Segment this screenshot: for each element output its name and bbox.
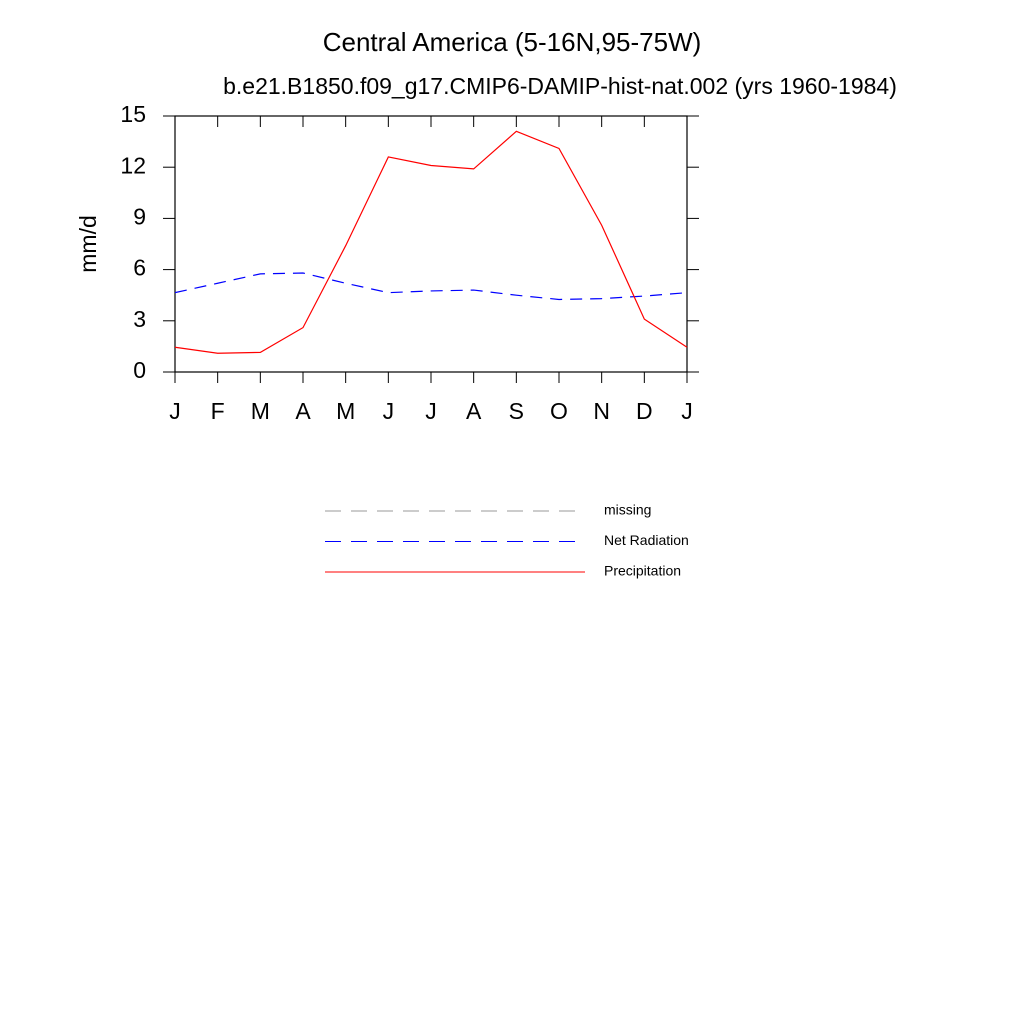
x-tick-label: J (383, 398, 395, 424)
x-tick-label: J (425, 398, 437, 424)
x-tick-label: J (169, 398, 181, 424)
chart-title: Central America (5-16N,95-75W) (323, 27, 702, 57)
legend-label: Precipitation (604, 563, 681, 579)
x-tick-label: J (681, 398, 693, 424)
x-tick-label: N (593, 398, 610, 424)
series-line (174, 272, 688, 301)
x-tick-label: A (466, 398, 482, 424)
chart-subtitle: b.e21.B1850.f09_g17.CMIP6-DAMIP-hist-nat… (223, 73, 897, 99)
y-tick-label: 0 (133, 357, 146, 383)
y-tick-label: 12 (120, 152, 146, 178)
y-tick-label: 9 (133, 203, 146, 229)
x-tick-label: F (211, 398, 225, 424)
x-tick-label: O (550, 398, 568, 424)
legend-label: Net Radiation (604, 532, 689, 548)
x-tick-label: M (251, 398, 270, 424)
series-line (174, 130, 688, 354)
x-tick-label: M (336, 398, 355, 424)
y-tick-label: 15 (120, 101, 146, 127)
legend-label: missing (604, 502, 651, 518)
x-tick-label: S (509, 398, 524, 424)
y-tick-label: 3 (133, 306, 146, 332)
y-axis-label: mm/d (75, 215, 101, 273)
y-tick-label: 6 (133, 255, 146, 281)
x-tick-label: A (295, 398, 311, 424)
x-tick-label: D (636, 398, 653, 424)
